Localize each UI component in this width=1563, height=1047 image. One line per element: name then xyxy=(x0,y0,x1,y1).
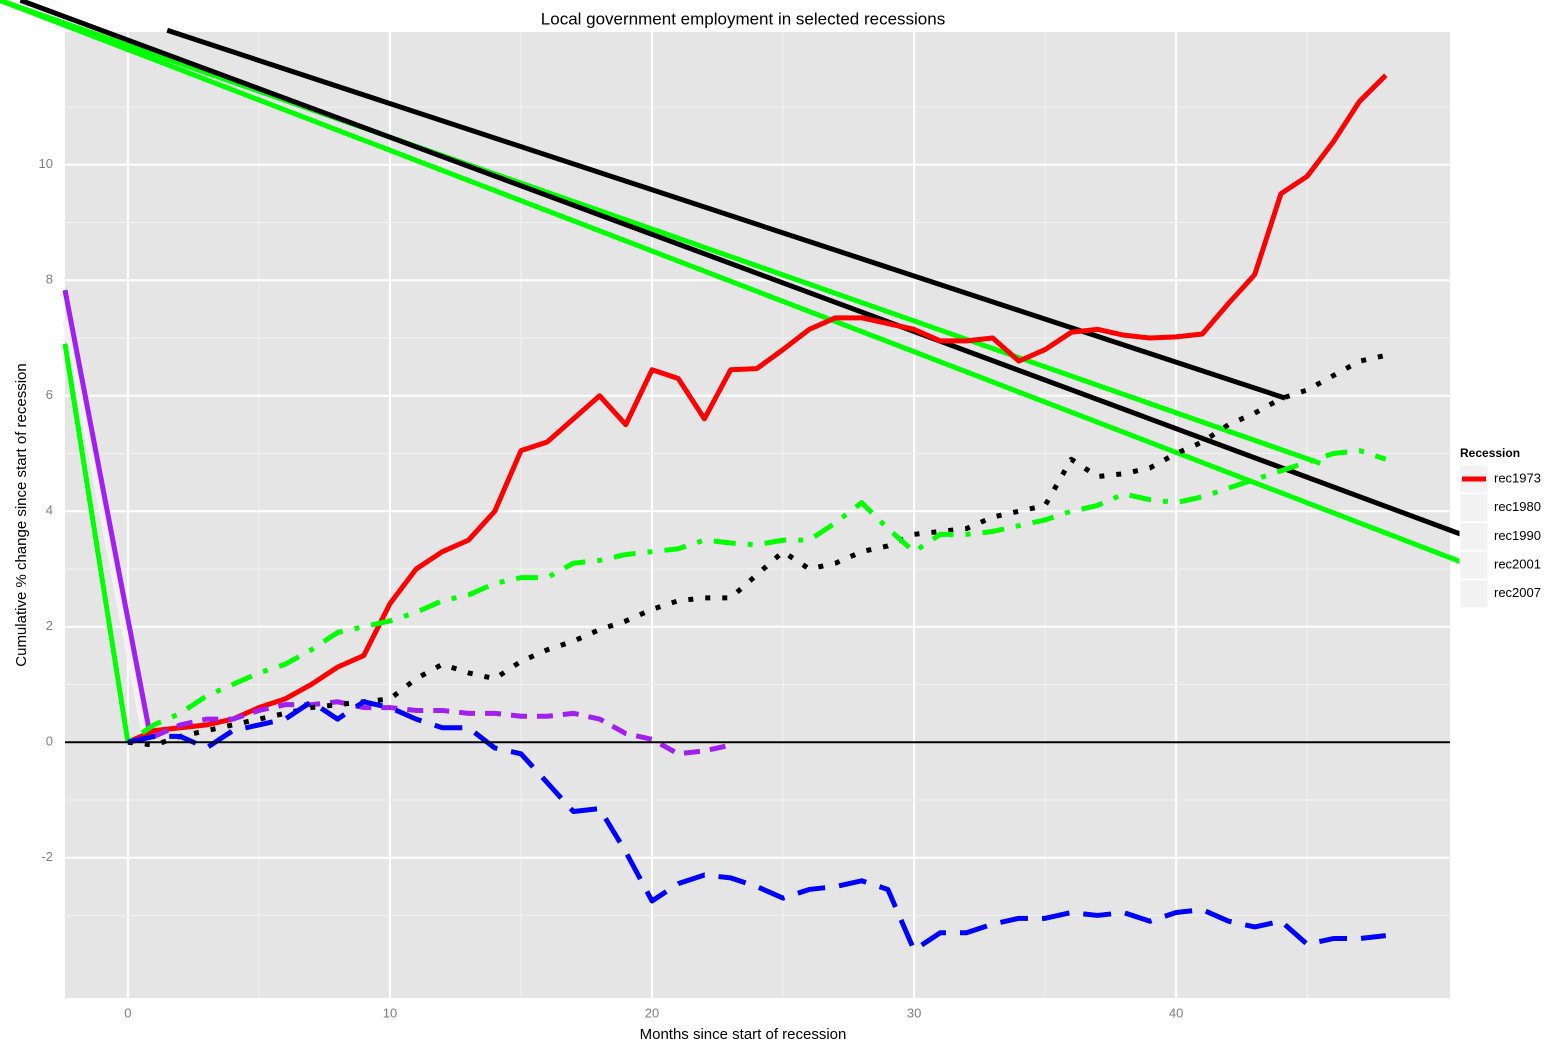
series-line xyxy=(127,699,732,757)
straight-line xyxy=(62,343,131,743)
straight-line xyxy=(0,0,1322,466)
legend-label: rec1980 xyxy=(1494,499,1541,514)
series-line xyxy=(126,448,1387,745)
straight-line xyxy=(19,0,1466,538)
panel xyxy=(65,32,1450,998)
legend-title: Recession xyxy=(1460,446,1520,460)
y-tick-label: 2 xyxy=(46,618,53,633)
legend-key xyxy=(1459,550,1489,580)
y-tick-label: 0 xyxy=(46,734,53,749)
straight-line xyxy=(166,27,1286,401)
y-axis-label: Cumulative % change since start of reces… xyxy=(13,363,30,666)
y-tick-label: 4 xyxy=(46,503,53,518)
series-line xyxy=(126,73,1388,745)
legend-label: rec1990 xyxy=(1494,528,1541,543)
legend-label: rec2007 xyxy=(1494,585,1541,600)
legend-label: rec1973 xyxy=(1494,470,1541,485)
x-tick-label: 30 xyxy=(907,1005,921,1020)
series-line xyxy=(127,699,1387,953)
y-tick-label: 10 xyxy=(39,156,53,171)
legend-key xyxy=(1459,521,1489,551)
legend-key xyxy=(1459,493,1489,523)
legend-key xyxy=(1459,579,1489,609)
y-tick-label: -2 xyxy=(41,849,53,864)
y-tick-label: 6 xyxy=(46,387,53,402)
x-tick-label: 10 xyxy=(383,1005,397,1020)
straight-line xyxy=(62,289,153,736)
chart-title: Local government employment in selected … xyxy=(541,9,945,28)
straight-line xyxy=(0,0,1466,566)
legend-label: rec2001 xyxy=(1494,557,1541,572)
x-tick-label: 20 xyxy=(645,1005,659,1020)
x-tick-label: 40 xyxy=(1169,1005,1183,1020)
straight-line xyxy=(62,320,148,740)
x-tick-label: 0 xyxy=(124,1005,131,1020)
x-axis-label: Months since start of recession xyxy=(640,1026,847,1043)
y-tick-label: 8 xyxy=(46,272,53,287)
